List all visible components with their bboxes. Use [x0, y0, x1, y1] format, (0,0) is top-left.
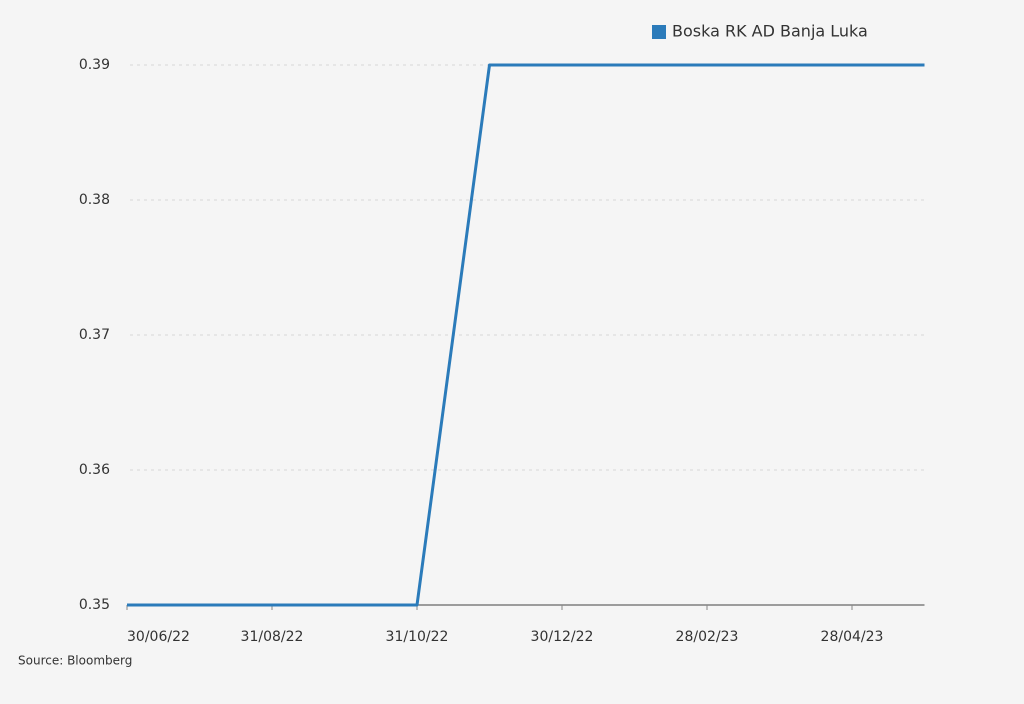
x-tick-label: 30/06/22: [127, 629, 190, 645]
y-tick-label: 0.35: [79, 597, 110, 613]
line-series: [127, 63, 925, 607]
x-tick-label: 31/10/22: [386, 629, 449, 645]
x-tick-label: 31/08/22: [241, 629, 304, 645]
x-tick-label: 28/04/23: [821, 629, 884, 645]
x-tick-label: 28/02/23: [676, 629, 739, 645]
y-tick-label: 0.39: [79, 57, 110, 73]
legend-label: Boska RK AD Banja Luka: [672, 22, 868, 41]
y-tick-label: 0.36: [79, 462, 110, 478]
source-note: Source: Bloomberg: [18, 654, 132, 668]
legend-swatch: [652, 25, 666, 39]
y-tick-label: 0.37: [79, 327, 110, 343]
x-tick-label: 30/12/22: [531, 629, 594, 645]
y-tick-label: 0.38: [79, 192, 110, 208]
